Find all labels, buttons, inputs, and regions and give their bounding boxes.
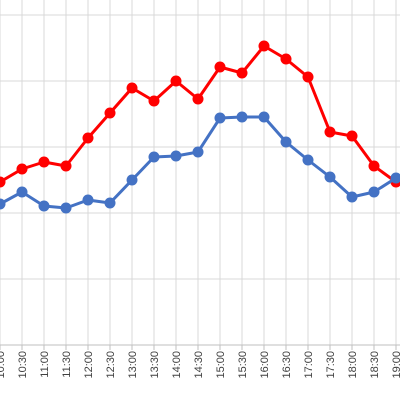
x-tick-label: 17:30: [325, 351, 337, 379]
data-point: [82, 132, 94, 144]
series-1: [0, 40, 400, 188]
x-tick-label: 16:00: [259, 351, 271, 379]
data-point: [104, 197, 116, 209]
data-point: [60, 160, 72, 172]
x-tick-label: 14:30: [193, 351, 205, 379]
x-tick-label: 18:00: [347, 351, 359, 379]
series-2: [0, 111, 400, 214]
data-point: [38, 156, 50, 168]
x-tick-label: 18:30: [369, 351, 381, 379]
data-point: [148, 95, 160, 107]
data-point: [346, 191, 358, 203]
data-point: [0, 198, 6, 210]
data-point: [214, 112, 226, 124]
data-point: [82, 194, 94, 206]
x-tick-label: 17:00: [303, 351, 315, 379]
data-point: [236, 111, 248, 123]
x-tick-label: 12:00: [83, 351, 95, 379]
x-tick-label: 15:30: [237, 351, 249, 379]
series-layer: [0, 40, 400, 214]
data-point: [368, 160, 380, 172]
x-tick-label: 13:00: [127, 351, 139, 379]
data-point: [280, 136, 292, 148]
x-tick-label: 16:30: [281, 351, 293, 379]
data-point: [0, 176, 6, 188]
data-point: [324, 126, 336, 138]
x-tick-label: 15:00: [215, 351, 227, 379]
data-point: [126, 82, 138, 94]
data-point: [192, 93, 204, 105]
x-tick-label: 11:30: [61, 351, 73, 378]
data-point: [324, 171, 336, 183]
data-point: [170, 150, 182, 162]
data-point: [170, 75, 182, 87]
x-tick-labels: 10:00 10:30 11:00 11:30 12:00 12:30 13:00 13:30…: [0, 351, 400, 379]
data-point: [302, 154, 314, 166]
x-tick-label: 19:00: [391, 351, 400, 379]
data-point: [390, 172, 400, 184]
data-point: [346, 130, 358, 142]
chart-gridlines: [0, 0, 400, 345]
data-point: [104, 107, 116, 119]
x-tick-label: 14:00: [171, 351, 183, 379]
data-point: [16, 163, 28, 175]
x-tick-marks: [0, 345, 397, 350]
data-point: [280, 53, 292, 65]
data-point: [368, 186, 380, 198]
x-tick-label: 10:00: [0, 351, 7, 379]
data-point: [126, 174, 138, 186]
data-point: [258, 111, 270, 123]
data-point: [60, 202, 72, 214]
data-point: [302, 71, 314, 83]
data-point: [192, 146, 204, 158]
data-point: [236, 67, 248, 79]
x-tick-label: 10:30: [17, 351, 29, 379]
x-tick-label: 12:30: [105, 351, 117, 379]
data-point: [148, 151, 160, 163]
x-tick-label: 11:00: [39, 351, 51, 378]
data-point: [38, 200, 50, 212]
data-point: [16, 186, 28, 198]
data-point: [214, 61, 226, 73]
x-tick-label: 13:30: [149, 351, 161, 379]
data-point: [258, 40, 270, 52]
